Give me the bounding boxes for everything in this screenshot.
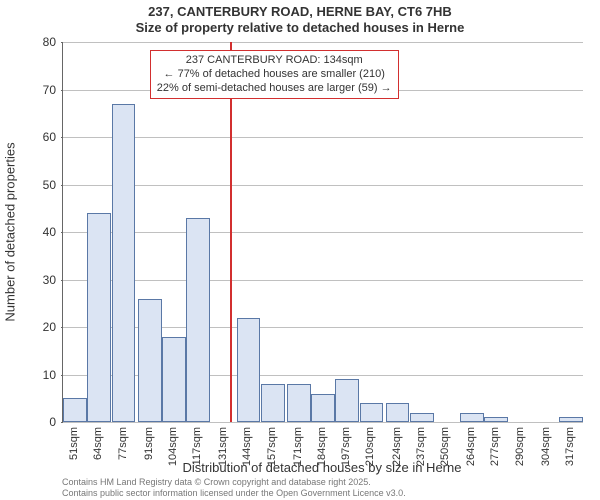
y-tick-label: 70 bbox=[0, 83, 56, 97]
gridline bbox=[63, 422, 583, 423]
x-tick-label: 64sqm bbox=[92, 427, 104, 460]
y-tick-label: 60 bbox=[0, 130, 56, 144]
histogram-bar bbox=[63, 398, 87, 422]
footer-line2: Contains public sector information licen… bbox=[62, 488, 406, 498]
y-tick-label: 50 bbox=[0, 178, 56, 192]
histogram-bar bbox=[410, 413, 434, 423]
footer-attribution: Contains HM Land Registry data © Crown c… bbox=[62, 477, 406, 498]
x-tick-label: 91sqm bbox=[143, 427, 155, 460]
y-tick-label: 10 bbox=[0, 368, 56, 382]
histogram-bar bbox=[261, 384, 285, 422]
y-tick-label: 80 bbox=[0, 35, 56, 49]
x-tick-label: 51sqm bbox=[68, 427, 80, 460]
marker-annotation-line: 237 CANTERBURY ROAD: 134sqm bbox=[157, 54, 392, 68]
gridline bbox=[63, 280, 583, 281]
chart-title-line1: 237, CANTERBURY ROAD, HERNE BAY, CT6 7HB bbox=[0, 4, 600, 19]
x-axis-label: Distribution of detached houses by size … bbox=[62, 460, 582, 475]
histogram-chart: 237, CANTERBURY ROAD, HERNE BAY, CT6 7HB… bbox=[0, 0, 600, 500]
histogram-bar bbox=[311, 394, 335, 423]
histogram-bar bbox=[386, 403, 410, 422]
histogram-bar bbox=[162, 337, 186, 423]
histogram-bar bbox=[112, 104, 136, 422]
histogram-bar bbox=[186, 218, 210, 422]
histogram-bar bbox=[87, 213, 111, 422]
histogram-bar bbox=[360, 403, 384, 422]
marker-annotation-line: ← 77% of detached houses are smaller (21… bbox=[157, 68, 392, 82]
gridline bbox=[63, 232, 583, 233]
y-tick-label: 0 bbox=[0, 415, 56, 429]
chart-title-line2: Size of property relative to detached ho… bbox=[0, 20, 600, 35]
plot-area: 237 CANTERBURY ROAD: 134sqm← 77% of deta… bbox=[62, 42, 583, 423]
marker-annotation-line: 22% of semi-detached houses are larger (… bbox=[157, 82, 392, 96]
gridline bbox=[63, 42, 583, 43]
histogram-bar bbox=[237, 318, 261, 423]
footer-line1: Contains HM Land Registry data © Crown c… bbox=[62, 477, 406, 487]
x-tick-label: 77sqm bbox=[117, 427, 129, 460]
histogram-bar bbox=[484, 417, 508, 422]
y-tick-label: 40 bbox=[0, 225, 56, 239]
y-tick-label: 30 bbox=[0, 273, 56, 287]
y-tick-label: 20 bbox=[0, 320, 56, 334]
histogram-bar bbox=[335, 379, 359, 422]
histogram-bar bbox=[138, 299, 162, 423]
gridline bbox=[63, 137, 583, 138]
histogram-bar bbox=[460, 413, 484, 423]
histogram-bar bbox=[559, 417, 583, 422]
histogram-bar bbox=[287, 384, 311, 422]
gridline bbox=[63, 185, 583, 186]
marker-annotation: 237 CANTERBURY ROAD: 134sqm← 77% of deta… bbox=[150, 50, 399, 99]
